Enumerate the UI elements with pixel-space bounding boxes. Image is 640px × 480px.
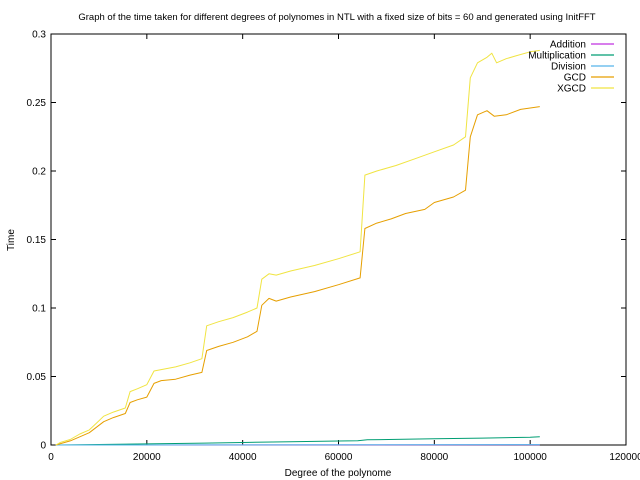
y-tick-label: 0.15 xyxy=(27,235,47,246)
legend-label-gcd: GCD xyxy=(564,73,586,84)
x-tick-label: 60000 xyxy=(325,452,353,463)
y-tick-label: 0.25 xyxy=(27,98,47,109)
y-axis-label: Time xyxy=(6,229,17,251)
x-axis-label: Degree of the polynome xyxy=(285,468,392,479)
legend-label-multiplication: Multiplication xyxy=(528,51,586,62)
series-line-multiplication xyxy=(55,436,540,446)
series-line-xgcd xyxy=(55,49,540,446)
x-tick-label: 80000 xyxy=(420,452,448,463)
legend-label-xgcd: XGCD xyxy=(557,84,586,95)
x-tick-label: 20000 xyxy=(133,452,161,463)
y-tick-label: 0 xyxy=(40,441,46,452)
y-tick-label: 0.3 xyxy=(32,30,46,41)
legend-label-division: Division xyxy=(551,62,586,73)
x-tick-label: 0 xyxy=(48,452,54,463)
x-tick-label: 100000 xyxy=(513,452,547,463)
axis-ticks: 0 20000 40000 60000 80000 100000 120000 0 0.05 0.… xyxy=(27,30,640,464)
series-lines xyxy=(55,49,540,446)
chart-title: Graph of the time taken for different de… xyxy=(78,12,595,23)
y-tick-label: 0.05 xyxy=(27,372,47,383)
x-tick-label: 40000 xyxy=(229,452,257,463)
series-line-gcd xyxy=(55,106,540,446)
y-tick-label: 0.2 xyxy=(32,167,46,178)
y-tick-label: 0.1 xyxy=(32,304,46,315)
legend-label-addition: Addition xyxy=(550,40,586,51)
x-tick-label: 120000 xyxy=(609,452,640,463)
plot-area-frame xyxy=(50,33,627,446)
